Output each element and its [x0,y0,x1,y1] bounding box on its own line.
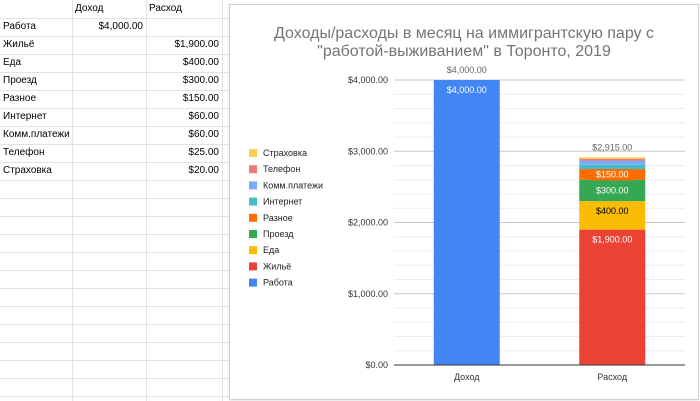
legend-swatch [249,149,257,157]
legend-swatch [249,230,257,238]
sheet-row-line [0,306,230,307]
sheet-row-line [0,18,230,19]
sheet-cell[interactable]: $20.00 [188,165,219,176]
bar-segment [579,157,646,159]
legend-swatch [249,181,257,190]
legend-label: Жильё [263,261,291,271]
legend-label: Страховка [263,148,307,158]
legend-swatch [249,197,257,206]
sheet-cell[interactable]: Работа [3,21,36,32]
sheet-row-line [0,90,230,91]
legend-swatch [249,246,257,255]
bar-segment [579,229,646,365]
y-tick-label: $2,000.00 [348,218,388,228]
y-tick-label: $1,000.00 [348,289,388,299]
legend-label: Телефон [263,164,300,174]
sheet-cell[interactable]: Разное [3,93,37,104]
sheet-cell[interactable]: $25.00 [188,147,219,158]
sheet-row-line [0,234,230,235]
data-label: $400.00 [596,206,629,216]
sheet-header-cell[interactable]: Расход [149,3,182,14]
sheet-row-line [0,36,230,37]
chart-title: Доходы/расходы в месяц на иммигрантскую … [274,25,654,42]
sheet-cell[interactable]: $150.00 [182,93,219,104]
sheet-row-line [0,288,230,289]
sheet-cell[interactable]: $1,900.00 [174,39,220,50]
legend-label: Комм.платежи [263,180,323,190]
chart-panel[interactable]: Доходы/расходы в месяц на иммигрантскую … [229,4,699,400]
legend-label: Еда [263,245,279,255]
y-tick-label: $0.00 [365,360,388,370]
data-label-bg [590,184,635,197]
sheet-row-line [0,180,230,181]
sheet-row-line [0,324,230,325]
sheet-cell[interactable]: Еда [3,57,22,68]
sheet-row-line [0,270,230,271]
sheet-row-line [0,198,230,199]
sheet-row-line [0,126,230,127]
bar-total-label: $4,000.00 [447,65,487,75]
sheet-col-line [222,0,223,401]
bar-segment [579,164,646,170]
sheet-row-line [0,144,230,145]
bar-segment [579,160,646,165]
legend-label: Работа [263,278,293,288]
data-label-bg [590,168,635,181]
sheet-header-cell[interactable]: Доход [75,3,104,14]
data-label: $4,000.00 [447,85,487,95]
sheet-row-line [0,54,230,55]
sheet-row-line [0,378,230,379]
sheet-cell[interactable]: $4,000.00 [98,21,144,32]
data-label: $300.00 [596,185,629,195]
sheet-cell[interactable]: $60.00 [188,111,219,122]
sheet-row-line [0,342,230,343]
bar-segment [579,158,646,161]
data-label: $150.00 [596,169,629,179]
sheet-row-line [0,252,230,253]
legend-label: Интернет [263,197,302,207]
sheet-cell[interactable]: Интернет [3,111,47,122]
legend-swatch [249,262,257,271]
bar-total-label: $2,915.00 [592,142,632,152]
legend-swatch [249,278,257,287]
sheet-cell[interactable]: Телефон [3,147,45,158]
sheet-row-line [0,108,230,109]
legend-label: Разное [263,213,293,223]
sheet-row-line [0,396,230,397]
bar-segment [433,80,500,365]
sheet-row-line [0,72,230,73]
x-tick-label: Расход [597,372,627,382]
sheet-row-line [0,360,230,361]
stacked-bar-chart: Доходы/расходы в месяц на иммигрантскую … [249,25,685,382]
x-tick-label: Доход [454,372,480,382]
data-label-bg [590,205,635,218]
y-tick-label: $3,000.00 [348,146,388,156]
sheet-col-line [146,0,147,401]
sheet-cell[interactable]: $300.00 [182,75,219,86]
data-label: $1,900.00 [592,235,632,245]
sheet-cell[interactable]: Страховка [3,165,52,176]
sheet-cell[interactable]: Жильё [3,39,35,50]
sheet-row-line [0,216,230,217]
sheet-cell[interactable]: $60.00 [188,129,219,140]
data-label-bg [584,233,640,246]
chart-title: "работой-выживанием" в Торонто, 2019 [317,43,611,60]
legend-label: Проезд [263,229,294,239]
sheet-row-line [0,162,230,163]
sheet-cell[interactable]: Проезд [3,75,37,86]
y-tick-label: $4,000.00 [348,75,388,85]
sheet-cell[interactable]: Комм.платежи [3,129,70,140]
sheet-cell[interactable]: $400.00 [182,57,219,68]
legend-swatch [249,165,257,174]
sheet-col-line [72,0,73,401]
legend-swatch [249,213,257,222]
data-label-bg [439,84,495,96]
